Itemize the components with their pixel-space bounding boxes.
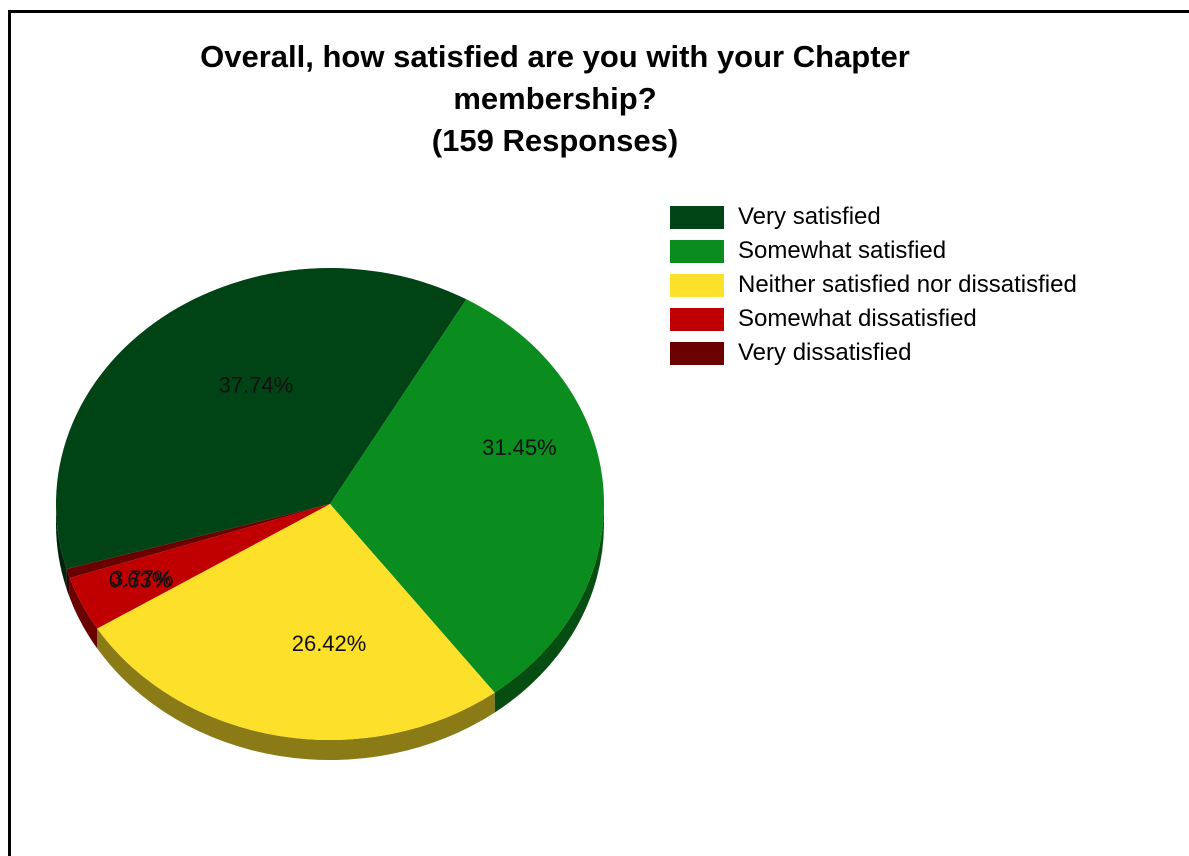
- chart-title-line-1: Overall, how satisfied are you with your…: [200, 39, 910, 74]
- legend-swatch: [670, 341, 724, 365]
- legend-item-somewhat-satisfied: Somewhat satisfied: [670, 234, 1077, 268]
- data-label-neither-satisfied-nor-dissatisfied: 26.42%: [292, 631, 367, 656]
- pie-slice-somewhat-dissatisfied: [69, 504, 330, 629]
- legend-item-somewhat-dissatisfied: Somewhat dissatisfied: [670, 302, 1077, 336]
- pie-slice-side-somewhat-dissatisfied: [69, 577, 98, 649]
- chart-title: Overall, how satisfied are you with your…: [150, 36, 960, 162]
- legend-swatch: [670, 205, 724, 229]
- pie-top-layer: [56, 268, 604, 741]
- legend-item-very-satisfied: Very satisfied: [670, 200, 1077, 234]
- pie-slice-side-very-satisfied: [56, 504, 67, 590]
- pie-slice-somewhat-satisfied: [330, 299, 604, 693]
- legend-item-very-dissatisfied: Very dissatisfied: [670, 336, 1077, 370]
- data-label-somewhat-satisfied: 31.45%: [482, 435, 557, 460]
- data-label-somewhat-dissatisfied: 3.77%: [111, 566, 173, 591]
- legend-label: Somewhat satisfied: [738, 237, 947, 264]
- pie-depth-layer: [56, 504, 604, 761]
- data-label-very-dissatisfied: 0.63%: [109, 568, 171, 593]
- data-label-very-satisfied: 37.74%: [219, 373, 294, 398]
- legend-label: Neither satisfied nor dissatisfied: [738, 271, 1077, 298]
- legend-swatch: [670, 273, 724, 297]
- legend-label: Very satisfied: [738, 203, 881, 230]
- pie-slice-very-dissatisfied: [66, 504, 331, 578]
- pie-slice-very-satisfied: [56, 268, 467, 570]
- legend-swatch: [670, 239, 724, 263]
- legend-label: Somewhat dissatisfied: [738, 305, 977, 332]
- pie-slice-side-very-dissatisfied: [66, 569, 70, 598]
- legend-item-neither: Neither satisfied nor dissatisfied: [670, 268, 1077, 302]
- pie-slice-side-neither-satisfied-nor-dissatisfied: [97, 628, 495, 761]
- chart-title-line-2: membership?: [453, 81, 657, 116]
- legend-label: Very dissatisfied: [738, 339, 912, 366]
- legend: Very satisfied Somewhat satisfied Neithe…: [670, 200, 1077, 370]
- legend-swatch: [670, 307, 724, 331]
- chart-title-line-3: (159 Responses): [431, 123, 679, 158]
- pie-labels-layer: 37.74% 31.45% 26.42% 3.77%0.63%: [109, 373, 557, 657]
- pie-slice-neither-satisfied-nor-dissatisfied: [97, 504, 495, 741]
- pie-slice-side-somewhat-satisfied: [494, 504, 604, 713]
